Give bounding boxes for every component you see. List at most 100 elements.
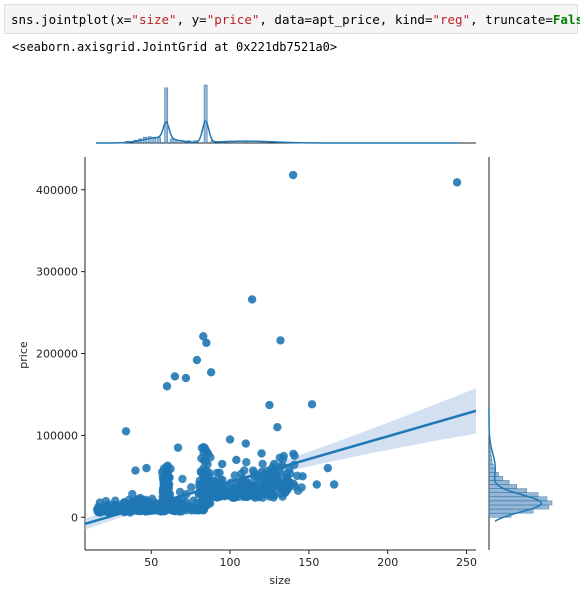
data-point bbox=[231, 492, 241, 502]
marginal-y-kde bbox=[488, 406, 543, 522]
data-point bbox=[163, 501, 172, 510]
y-tick-label: 300000 bbox=[36, 266, 78, 279]
data-point bbox=[173, 443, 183, 452]
data-point bbox=[289, 449, 298, 458]
data-point bbox=[323, 463, 332, 473]
data-point bbox=[131, 466, 140, 475]
data-point bbox=[94, 505, 104, 514]
data-point bbox=[257, 449, 266, 458]
data-point bbox=[281, 488, 290, 497]
data-point bbox=[191, 505, 200, 515]
data-point bbox=[452, 178, 462, 187]
data-point bbox=[216, 475, 225, 485]
marginal-x-bar bbox=[203, 84, 208, 144]
code-y-arg: "price" bbox=[206, 12, 260, 27]
code-trunc-val: False bbox=[552, 12, 580, 27]
data-point bbox=[197, 443, 207, 453]
marginal-y-bar bbox=[488, 447, 491, 452]
marginal-x-bar bbox=[243, 142, 248, 144]
data-point bbox=[121, 427, 131, 436]
marginal-x-bar bbox=[164, 87, 169, 144]
code-cell[interactable]: sns.jointplot(x="size", y="price", data=… bbox=[4, 4, 580, 34]
data-point bbox=[199, 332, 208, 341]
code-line: sns.jointplot(x="size", y="price", data=… bbox=[11, 12, 580, 27]
data-point bbox=[288, 170, 298, 180]
data-point bbox=[230, 471, 240, 480]
data-point bbox=[142, 463, 151, 473]
marginal-y-bar bbox=[488, 459, 493, 465]
y-tick-label: 100000 bbox=[36, 429, 78, 442]
scatter-points bbox=[93, 170, 462, 517]
data-point bbox=[197, 501, 206, 510]
marginal-x-bar bbox=[169, 138, 174, 144]
code-x-arg: "size" bbox=[131, 12, 177, 27]
data-point bbox=[285, 478, 295, 488]
y-tick-label: 0 bbox=[71, 511, 78, 524]
data-point bbox=[258, 459, 267, 469]
data-point bbox=[265, 400, 274, 410]
code-y-kw: , y= bbox=[176, 12, 207, 27]
data-point bbox=[247, 295, 257, 304]
data-point bbox=[159, 464, 169, 473]
data-point bbox=[203, 460, 212, 469]
x-tick-label: 150 bbox=[298, 556, 319, 569]
data-point bbox=[232, 455, 241, 465]
data-point bbox=[240, 466, 249, 475]
data-point bbox=[229, 484, 238, 493]
data-point bbox=[175, 487, 185, 497]
data-point bbox=[273, 422, 282, 432]
data-point bbox=[221, 491, 230, 500]
data-point bbox=[242, 458, 251, 467]
data-point bbox=[170, 372, 180, 381]
data-point bbox=[238, 484, 248, 494]
data-point bbox=[202, 338, 211, 348]
marginal-y-bar bbox=[488, 476, 504, 481]
data-point bbox=[293, 486, 303, 495]
data-point bbox=[215, 468, 224, 477]
data-point bbox=[128, 489, 137, 499]
code-data-kw: , data=apt_price, kind= bbox=[259, 12, 433, 27]
marginal-y-bar bbox=[488, 500, 553, 506]
code-kind-arg: "reg" bbox=[432, 12, 471, 27]
data-point bbox=[241, 439, 251, 448]
x-tick-label: 250 bbox=[456, 556, 477, 569]
marginal-y-bar bbox=[488, 455, 492, 461]
data-point bbox=[225, 435, 235, 444]
data-point bbox=[217, 459, 227, 469]
marginal-x-bar bbox=[259, 142, 264, 144]
marginal-y-bar bbox=[488, 451, 492, 457]
code-prefix: sns.jointplot(x= bbox=[11, 12, 132, 27]
data-point bbox=[186, 483, 196, 492]
marginal-x-histogram bbox=[96, 84, 476, 144]
marginal-y-histogram bbox=[488, 157, 553, 550]
data-point bbox=[265, 473, 275, 482]
data-point bbox=[189, 496, 198, 505]
data-point bbox=[197, 454, 206, 463]
data-point bbox=[106, 506, 116, 515]
marginal-y-bar bbox=[488, 467, 496, 473]
regression-line bbox=[84, 409, 477, 526]
x-tick-label: 200 bbox=[377, 556, 398, 569]
data-point bbox=[276, 336, 285, 345]
x-tick-label: 100 bbox=[220, 556, 241, 569]
data-point bbox=[209, 486, 218, 496]
marginal-x-bar bbox=[147, 136, 152, 144]
data-point bbox=[307, 400, 317, 409]
x-axis-label: size bbox=[269, 574, 291, 587]
data-point bbox=[298, 472, 307, 481]
y-tick-label: 200000 bbox=[36, 348, 78, 361]
data-point bbox=[192, 355, 202, 365]
data-point bbox=[275, 453, 284, 462]
marginal-y-bar bbox=[488, 492, 539, 498]
joint-plot: 50 100 150 200 2500100000200000300000400000 … bbox=[17, 84, 553, 587]
output-text: <seaborn.axisgrid.JointGrid at 0x221db75… bbox=[12, 40, 338, 54]
marginal-y-bar bbox=[488, 463, 494, 469]
y-axis-label: price bbox=[17, 341, 30, 369]
data-point bbox=[269, 459, 279, 469]
marginal-y-bar bbox=[488, 471, 499, 477]
data-point bbox=[265, 492, 274, 501]
data-point bbox=[312, 480, 321, 489]
marginal-y-bar bbox=[488, 480, 510, 485]
data-point bbox=[201, 490, 210, 499]
code-trunc-kw: , truncate= bbox=[470, 12, 553, 27]
